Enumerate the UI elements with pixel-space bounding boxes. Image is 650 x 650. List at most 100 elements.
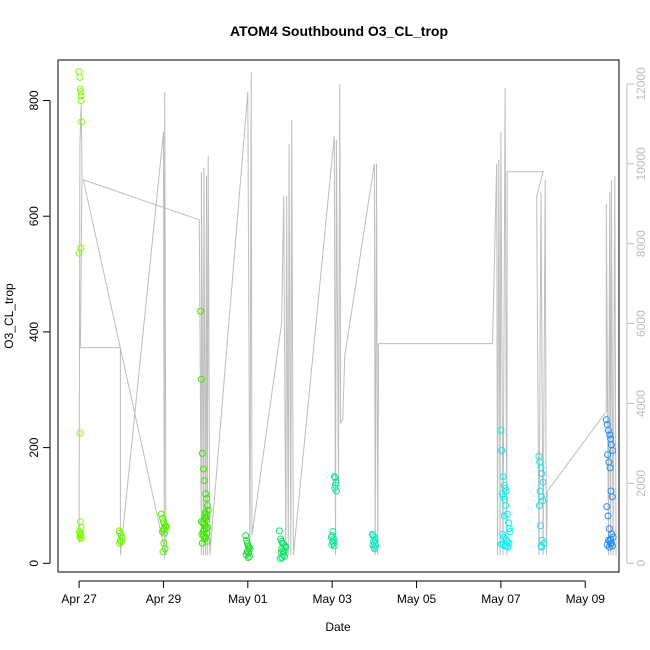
data-point [157, 510, 165, 518]
x-tick-label: May 01 [228, 592, 268, 606]
data-point [330, 542, 338, 550]
data-point [603, 541, 611, 549]
data-point [76, 533, 84, 541]
data-point [609, 447, 617, 454]
data-point [535, 452, 543, 460]
data-point [77, 92, 85, 100]
data-point [197, 375, 205, 383]
data-point [536, 487, 544, 495]
data-point [77, 97, 85, 104]
x-axis: Apr 27 Apr 29 May 01 May 03 May 05 May 07 May … [61, 580, 606, 606]
data-point [607, 540, 615, 548]
data-point [535, 502, 543, 509]
y-tick-label: 200 [27, 437, 41, 457]
data-point [76, 429, 84, 437]
data-point [538, 470, 546, 478]
x-tick-label: May 05 [397, 592, 437, 606]
x-tick-label: Apr 29 [146, 592, 182, 606]
data-point [243, 539, 251, 547]
data-point [117, 538, 125, 546]
y2-tick-label: 8000 [634, 230, 648, 257]
data-point [76, 85, 84, 93]
data-point [607, 539, 615, 547]
y-axis-label: O3_CL_trop [2, 283, 16, 349]
data-point [160, 525, 168, 533]
altitude-line-group [78, 71, 617, 560]
data-point [329, 539, 337, 547]
data-point [76, 530, 84, 538]
y-tick-label: 600 [27, 206, 41, 226]
data-point [200, 477, 208, 485]
data-point [78, 118, 86, 126]
data-point [242, 532, 250, 540]
y-tick-label: 0 [27, 560, 41, 567]
x-tick-label: Apr 27 [61, 592, 97, 606]
data-point [605, 543, 613, 551]
data-point [604, 512, 612, 520]
data-point [198, 449, 206, 457]
y-tick-label: 800 [27, 90, 41, 110]
data-point [244, 554, 252, 561]
data-point [200, 532, 207, 540]
data-point [275, 527, 283, 535]
data-point [498, 447, 506, 454]
data-point [331, 474, 339, 482]
data-point [276, 555, 284, 563]
data-point [539, 497, 547, 505]
y2-tick-label: 0 [634, 560, 648, 567]
data-point [605, 426, 612, 434]
data-point [203, 502, 211, 509]
data-point [497, 426, 505, 434]
y2-axis: 0 2000 4000 6000 8000 10000 12000 [626, 67, 648, 567]
points-group [75, 68, 617, 563]
altitude-line [78, 71, 617, 560]
x-tick-label: May 03 [312, 592, 352, 606]
y2-tick-label: 10000 [634, 147, 648, 181]
data-point [203, 495, 210, 502]
data-point [537, 493, 545, 501]
data-point [160, 526, 167, 534]
data-point [506, 528, 514, 535]
x-axis-label: Date [325, 620, 351, 634]
data-point [537, 542, 545, 550]
data-point [499, 473, 507, 480]
data-point [77, 534, 85, 542]
y2-tick-label: 2000 [634, 470, 648, 497]
data-point [603, 503, 611, 511]
data-point [75, 249, 83, 257]
data-point [606, 431, 614, 439]
data-point [75, 68, 83, 76]
data-point [606, 464, 614, 472]
data-point [278, 554, 286, 561]
x-tick-label: May 09 [566, 592, 606, 606]
data-point [77, 88, 85, 96]
data-point [246, 552, 253, 560]
y2-tick-label: 6000 [634, 310, 648, 337]
data-point [608, 493, 616, 501]
plot-frame [57, 59, 620, 573]
data-point [539, 478, 547, 486]
data-point [370, 545, 378, 553]
data-point [198, 539, 206, 547]
data-point [538, 543, 546, 551]
data-point [505, 525, 513, 533]
data-point [161, 529, 169, 537]
data-point [504, 543, 512, 551]
data-point [537, 522, 544, 530]
y2-tick-label: 12000 [634, 67, 648, 101]
data-point [200, 465, 207, 473]
data-point [202, 490, 210, 498]
data-point [76, 518, 84, 526]
data-point [332, 487, 340, 495]
chart-title: ATOM4 Southbound O3_CL_trop [230, 23, 448, 39]
data-point [116, 539, 124, 547]
data-point [503, 542, 511, 550]
y-tick-label: 400 [27, 322, 41, 342]
data-point [197, 307, 205, 315]
data-point [605, 525, 613, 533]
x-tick-label: May 07 [481, 592, 521, 606]
y2-tick-label: 4000 [634, 390, 648, 417]
data-point [76, 73, 84, 81]
data-point [159, 548, 167, 556]
